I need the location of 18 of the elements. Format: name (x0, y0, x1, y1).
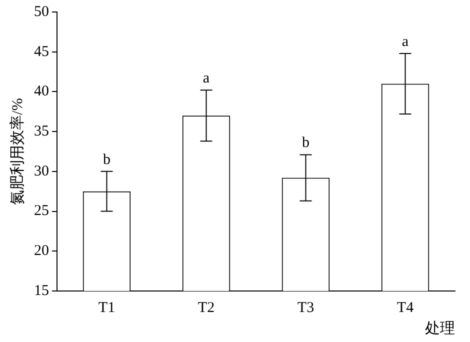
y-tick-label: 40 (34, 84, 49, 100)
y-tick-label: 35 (34, 124, 49, 140)
annotation: a (402, 34, 409, 50)
annotation: b (103, 152, 110, 168)
y-tick-label: 45 (34, 44, 49, 60)
y-tick-label: 25 (34, 203, 49, 220)
x-tick-label: T1 (98, 300, 116, 316)
y-tick-label: 15 (34, 282, 49, 299)
x-axis-title: 处理 (425, 320, 455, 337)
y-axis-title: 氮肥利用效率/% (8, 98, 26, 205)
annotation: b (302, 135, 310, 152)
y-tick-label: 50 (34, 4, 49, 20)
annotation: a (202, 70, 210, 87)
x-tick-label: T3 (297, 300, 314, 316)
x-tick-label: T2 (198, 300, 215, 316)
y-tick-label: 20 (34, 243, 49, 260)
y-tick-label: 30 (34, 163, 49, 180)
x-tick-label: T4 (396, 300, 414, 316)
